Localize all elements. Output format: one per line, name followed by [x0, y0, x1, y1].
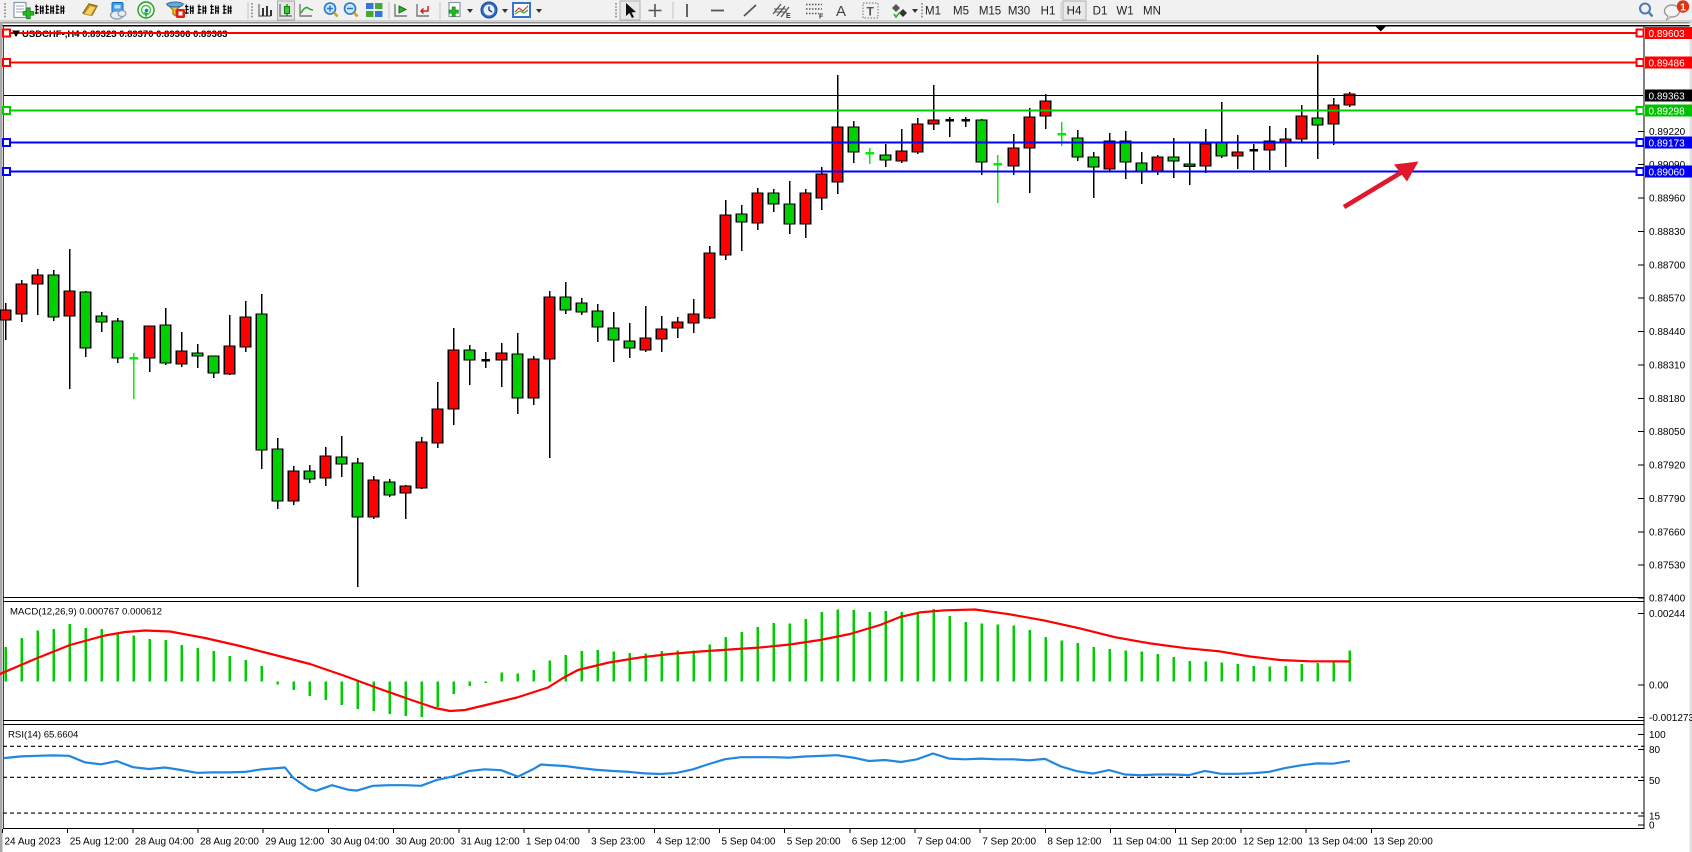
svg-text:13 Sep 20:00: 13 Sep 20:00	[1373, 837, 1433, 848]
svg-text:24 Aug 2023: 24 Aug 2023	[5, 837, 62, 848]
svg-text:0.88700: 0.88700	[1649, 260, 1686, 271]
svg-text:0.89220: 0.89220	[1649, 127, 1686, 138]
svg-text:8 Sep 12:00: 8 Sep 12:00	[1047, 837, 1101, 848]
svg-text:H1: H1	[1041, 6, 1056, 18]
svg-text:15: 15	[1649, 812, 1661, 823]
svg-text:1: 1	[1680, 2, 1686, 14]
svg-text:0.88960: 0.88960	[1649, 194, 1686, 205]
svg-text:M30: M30	[1008, 6, 1030, 18]
svg-text:7 Sep 04:00: 7 Sep 04:00	[917, 837, 971, 848]
svg-text:0.89603: 0.89603	[1649, 29, 1686, 40]
svg-text:29 Aug 12:00: 29 Aug 12:00	[265, 837, 324, 848]
svg-text:28 Aug 04:00: 28 Aug 04:00	[135, 837, 194, 848]
svg-text:W1: W1	[1116, 6, 1133, 18]
svg-text:0.88180: 0.88180	[1649, 394, 1686, 405]
svg-text:MACD(12,26,9) 0.000767 0.00061: MACD(12,26,9) 0.000767 0.000612	[10, 607, 162, 618]
svg-text:1 Sep 04:00: 1 Sep 04:00	[526, 837, 580, 848]
svg-text:13 Sep 04:00: 13 Sep 04:00	[1308, 837, 1368, 848]
svg-text:E: E	[786, 13, 791, 20]
svg-text:0.89173: 0.89173	[1649, 139, 1686, 150]
svg-text:30 Aug 20:00: 30 Aug 20:00	[396, 837, 455, 848]
svg-text:3 Sep 23:00: 3 Sep 23:00	[591, 837, 645, 848]
svg-text:80: 80	[1649, 745, 1661, 756]
svg-text:0.88310: 0.88310	[1649, 361, 1686, 372]
svg-text:0.87530: 0.87530	[1649, 561, 1686, 572]
svg-text:0.89298: 0.89298	[1649, 107, 1686, 118]
svg-text:28 Aug 20:00: 28 Aug 20:00	[200, 837, 259, 848]
svg-text:0.87400: 0.87400	[1649, 594, 1686, 605]
svg-text:-0.001273: -0.001273	[1649, 713, 1692, 724]
svg-text:M1: M1	[925, 6, 941, 18]
svg-text:0.87660: 0.87660	[1649, 527, 1686, 538]
svg-text:50: 50	[1649, 776, 1661, 787]
svg-text:11 Sep 04:00: 11 Sep 04:00	[1113, 837, 1172, 848]
svg-text:30 Aug 04:00: 30 Aug 04:00	[330, 837, 389, 848]
svg-text:T: T	[867, 5, 875, 19]
svg-text:0.87790: 0.87790	[1649, 494, 1686, 505]
svg-text:D1: D1	[1093, 6, 1108, 18]
svg-text:MN: MN	[1143, 6, 1161, 18]
svg-text:100: 100	[1649, 730, 1666, 741]
svg-text:5 Sep 20:00: 5 Sep 20:00	[787, 837, 841, 848]
svg-text:0.89363: 0.89363	[1649, 92, 1686, 103]
svg-text:0.89486: 0.89486	[1649, 59, 1686, 70]
svg-text:USDCHF-,H4 0.89323 0.89370 0.: USDCHF-,H4 0.89323 0.89370 0.89306 0.893…	[22, 29, 227, 40]
svg-text:31 Aug 12:00: 31 Aug 12:00	[461, 837, 520, 848]
svg-text:0.88050: 0.88050	[1649, 427, 1686, 438]
svg-text:0.88830: 0.88830	[1649, 227, 1686, 238]
svg-text:M5: M5	[953, 6, 969, 18]
svg-text:A: A	[836, 3, 846, 20]
svg-text:12 Sep 12:00: 12 Sep 12:00	[1243, 837, 1303, 848]
svg-text:0.87920: 0.87920	[1649, 461, 1686, 472]
svg-text:H4: H4	[1067, 6, 1082, 18]
svg-text:0: 0	[1649, 821, 1655, 832]
svg-text:0.00: 0.00	[1649, 680, 1669, 691]
svg-text:M15: M15	[979, 6, 1001, 18]
svg-text:0.88440: 0.88440	[1649, 327, 1686, 338]
svg-text:25 Aug 12:00: 25 Aug 12:00	[70, 837, 129, 848]
svg-text:7 Sep 20:00: 7 Sep 20:00	[982, 837, 1036, 848]
svg-text:11 Sep 20:00: 11 Sep 20:00	[1178, 837, 1237, 848]
svg-text:4 Sep 12:00: 4 Sep 12:00	[656, 837, 710, 848]
svg-text:0.88570: 0.88570	[1649, 294, 1686, 305]
svg-text:6 Sep 12:00: 6 Sep 12:00	[852, 837, 906, 848]
svg-text:0.89060: 0.89060	[1649, 168, 1686, 179]
svg-text:RSI(14) 65.6604: RSI(14) 65.6604	[8, 730, 79, 741]
svg-text:0.00244: 0.00244	[1649, 609, 1686, 620]
svg-text:F: F	[819, 14, 824, 21]
svg-text:5 Sep 04:00: 5 Sep 04:00	[722, 837, 776, 848]
